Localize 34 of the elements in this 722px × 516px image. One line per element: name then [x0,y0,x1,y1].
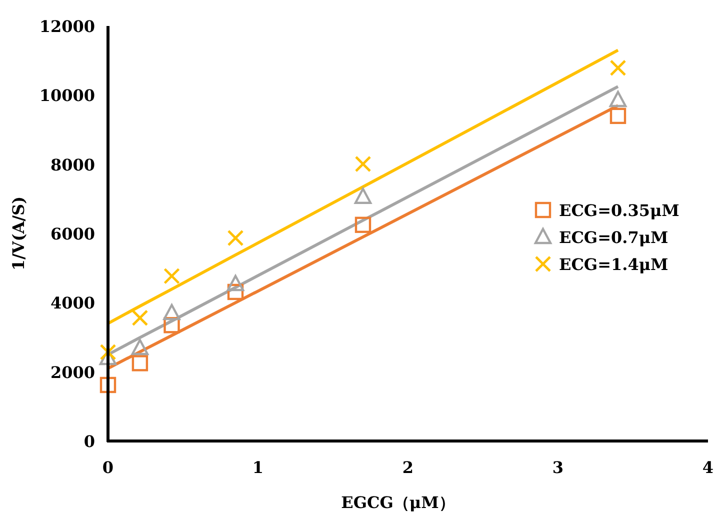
point [226,274,244,292]
y-axis-title: 1/V(A/S) [9,196,28,271]
y-tick-label: 0 [84,432,95,451]
x-tick-label: 0 [102,458,114,477]
point [164,317,180,334]
y-tick-label: 6000 [50,224,95,244]
x-tick-label: 2 [402,458,414,477]
x-tick-label: 1 [252,458,264,477]
point [164,268,180,284]
point [227,284,244,300]
y-tick-label: 4000 [50,294,95,313]
point [100,376,116,394]
y-tick-label: 10000 [39,86,95,106]
y-tick-label: 8000 [50,155,95,174]
x-tick-label: 4 [702,458,714,477]
legend-label: ECG=1.4μM [559,255,668,274]
point [132,310,148,326]
y-tick-label: 12000 [39,17,95,36]
point [100,344,116,360]
point [163,304,180,320]
point [610,60,626,76]
legend-label: ECG=0.7μM [559,228,668,247]
x-tick-label: 3 [552,458,564,477]
y-tick-label: 2000 [50,362,95,382]
point [227,230,244,246]
point [132,355,148,372]
legend-label: ECG=0.35μM [559,201,680,220]
point [354,216,372,233]
point [131,338,149,356]
point [609,90,627,108]
x-axis-title: EGCG（μM） [341,493,455,512]
point [610,108,626,124]
point [354,156,372,172]
point [354,188,372,204]
